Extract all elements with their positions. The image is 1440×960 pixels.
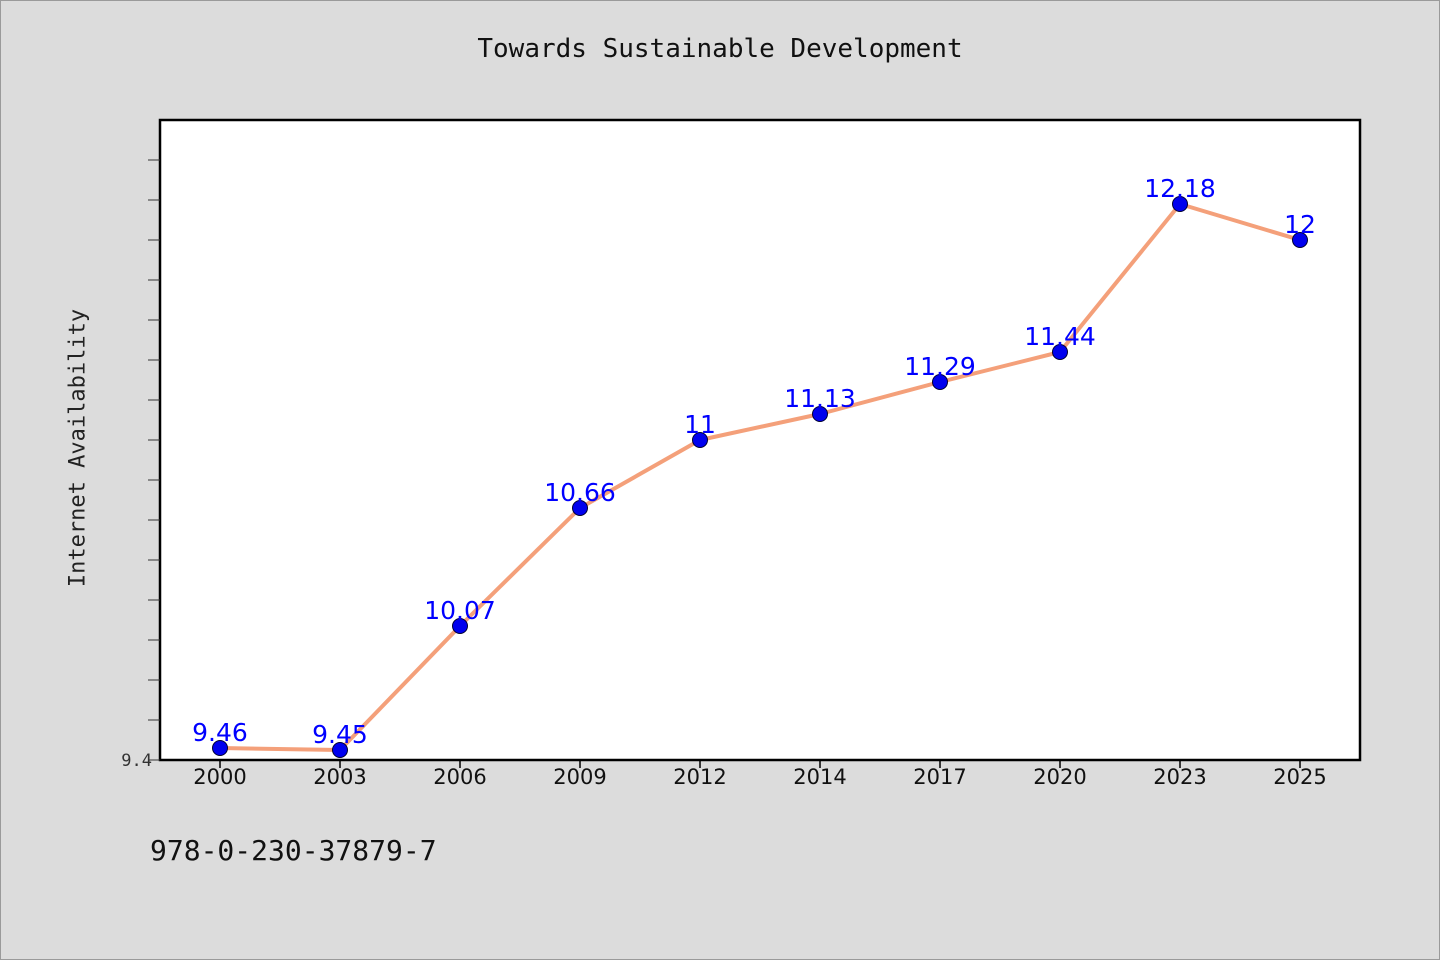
x-tick-label: 2012 <box>673 765 726 789</box>
data-point <box>1172 196 1188 212</box>
data-point <box>932 374 948 390</box>
data-label: 10.07 <box>424 596 496 625</box>
data-label: 9.45 <box>312 720 368 749</box>
y-tick-label: 9.4 <box>121 751 152 771</box>
data-label: 11.44 <box>1024 322 1096 351</box>
data-point <box>1292 232 1308 248</box>
data-label: 11.13 <box>784 384 856 413</box>
x-tick-label: 2009 <box>553 765 606 789</box>
data-point <box>212 740 228 756</box>
x-tick-label: 2014 <box>793 765 846 789</box>
data-label: 12 <box>1284 210 1316 239</box>
data-point <box>1052 344 1068 360</box>
plot-area <box>158 118 1362 762</box>
x-tick-label: 2017 <box>913 765 966 789</box>
data-point <box>572 500 588 516</box>
x-tick-label: 2020 <box>1033 765 1086 789</box>
data-label: 10.66 <box>544 478 616 507</box>
data-label: 11.29 <box>904 352 976 381</box>
x-tick-label: 2006 <box>433 765 486 789</box>
x-tick-label: 2003 <box>313 765 366 789</box>
footer-isbn: 978-0-230-37879-7 <box>150 834 437 867</box>
chart-title: Towards Sustainable Development <box>477 34 963 64</box>
data-label: 9.46 <box>192 718 248 747</box>
data-label: 11 <box>684 410 716 439</box>
x-tick-label: 2023 <box>1153 765 1206 789</box>
data-point <box>332 742 348 758</box>
data-point <box>692 432 708 448</box>
data-point <box>452 618 468 634</box>
data-label: 12.18 <box>1144 174 1216 203</box>
data-point <box>812 406 828 422</box>
x-tick-label: 2025 <box>1273 765 1326 789</box>
series-line <box>219 202 1301 752</box>
x-tick-label: 2000 <box>193 765 246 789</box>
